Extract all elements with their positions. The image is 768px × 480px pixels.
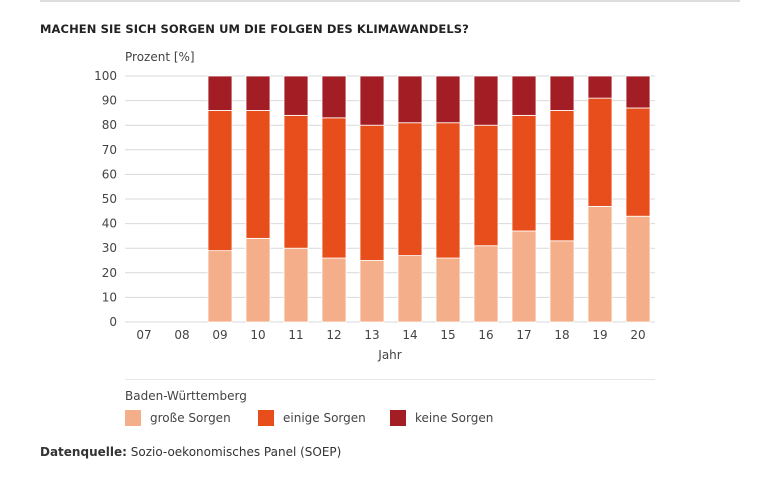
bar-segment (549, 110, 575, 242)
legend-label: keine Sorgen (415, 411, 494, 425)
x-tick-label: 15 (440, 328, 455, 342)
bar-segment (207, 110, 233, 252)
bar-segment (511, 230, 537, 323)
y-tick-label: 70 (102, 143, 117, 157)
y-tick-label: 30 (102, 241, 117, 255)
x-axis-label: Jahr (377, 348, 401, 362)
legend-item: einige Sorgen (258, 410, 366, 426)
y-tick-label: 60 (102, 167, 117, 181)
bar-segment (625, 215, 651, 323)
top-divider (40, 0, 740, 2)
y-tick-label: 10 (102, 290, 117, 304)
bar-segment (587, 97, 613, 207)
source-label: Datenquelle: (40, 445, 127, 459)
bar-segment (283, 247, 309, 323)
y-tick-label: 40 (102, 217, 117, 231)
stacked-bar-chart: Prozent [%] Jahr 0 10 20 30 40 50 60 70 80 90 100 0… (94, 50, 655, 380)
bar-segment (435, 257, 461, 323)
bar-segment (321, 117, 347, 259)
y-tick-label: 20 (102, 266, 117, 280)
x-tick-label: 13 (364, 328, 379, 342)
x-tick-label: 19 (592, 328, 607, 342)
legend-swatch (125, 410, 141, 426)
bar-segment (245, 237, 271, 323)
bar-segment (397, 122, 423, 256)
bar-segment (245, 75, 271, 111)
bar-segment (625, 75, 651, 109)
x-tick-label: 09 (212, 328, 227, 342)
bar-segment (207, 250, 233, 323)
bar-segment (549, 75, 575, 111)
bar-segment (549, 240, 575, 323)
x-tick-label: 12 (326, 328, 341, 342)
bar-segment (511, 75, 537, 116)
chart-title: MACHEN SIE SICH SORGEN UM DIE FOLGEN DES… (40, 22, 469, 36)
x-tick-label: 18 (554, 328, 569, 342)
bar-segment (283, 114, 309, 249)
x-tick-label: 08 (174, 328, 189, 342)
legend-title: Baden-Württemberg (125, 389, 247, 403)
bar-segment (359, 75, 385, 126)
x-tick-label: 10 (250, 328, 265, 342)
bar-segment (321, 257, 347, 323)
bar-segment (473, 245, 499, 323)
y-tick-label: 50 (102, 192, 117, 206)
bar-segment (321, 75, 347, 119)
bar-segment (511, 114, 537, 232)
source-text: Sozio-oekonomisches Panel (SOEP) (130, 445, 342, 459)
legend-item: große Sorgen (125, 410, 231, 426)
bar-segment (359, 260, 385, 323)
data-source: Datenquelle: Sozio-oekonomisches Panel (… (40, 445, 341, 459)
bar-segment (397, 75, 423, 124)
legend-label: große Sorgen (150, 411, 231, 425)
y-tick-label: 90 (102, 94, 117, 108)
bar-segment (435, 75, 461, 124)
legend-item: keine Sorgen (390, 410, 493, 426)
y-tick-label: 80 (102, 118, 117, 132)
bar-segment (473, 75, 499, 126)
bar-segment (473, 124, 499, 247)
x-tick-label: 20 (630, 328, 645, 342)
bar-segment (435, 122, 461, 259)
y-tick-label: 0 (109, 315, 117, 329)
bar-segment (397, 255, 423, 323)
bar-segment (587, 205, 613, 323)
legend-swatch (390, 410, 406, 426)
legend-label: einige Sorgen (283, 411, 366, 425)
y-axis-label: Prozent [%] (125, 50, 195, 64)
legend-swatch (258, 410, 274, 426)
x-tick-label: 16 (478, 328, 493, 342)
bar-segment (625, 107, 651, 217)
bar-segment (207, 75, 233, 111)
bar-segment (283, 75, 309, 116)
x-tick-label: 07 (136, 328, 151, 342)
x-tick-label: 11 (288, 328, 303, 342)
y-tick-label: 100 (94, 69, 117, 83)
x-tick-label: 14 (402, 328, 417, 342)
bar-segment (587, 75, 613, 99)
x-tick-label: 17 (516, 328, 531, 342)
bar-segment (245, 110, 271, 239)
bar-segment (359, 124, 385, 261)
